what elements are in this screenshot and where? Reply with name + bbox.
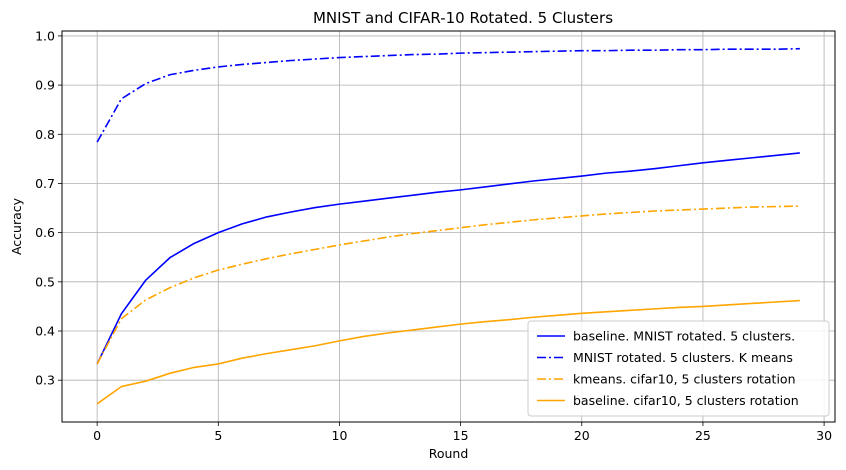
y-tick-label: 0.7 <box>35 176 55 191</box>
y-tick-label: 0.9 <box>35 78 55 93</box>
series-line-2 <box>96 47 800 143</box>
x-tick-label: 25 <box>695 428 711 443</box>
y-tick-label: 1.0 <box>35 28 55 43</box>
grid-layer <box>62 31 835 422</box>
plot-frame <box>61 30 836 423</box>
series-line-1 <box>96 152 800 365</box>
x-tick-label: 15 <box>453 428 469 443</box>
chart-title: MNIST and CIFAR-10 Rotated. 5 Clusters <box>313 9 613 27</box>
y-tick-label: 0.3 <box>35 373 55 388</box>
legend-label-1: baseline. MNIST rotated. 5 clusters. <box>573 329 795 344</box>
legend: baseline. MNIST rotated. 5 clusters. MNIS… <box>527 320 830 417</box>
x-tick-label: 20 <box>574 428 590 443</box>
legend-box <box>527 320 830 417</box>
x-tick-label: 0 <box>93 428 101 443</box>
x-tick-label: 30 <box>816 428 832 443</box>
series-lines <box>96 47 800 405</box>
series-line-4 <box>96 299 800 405</box>
y-tick-label: 0.4 <box>35 324 55 339</box>
series-line-3 <box>96 205 800 365</box>
x-axis-title: Round <box>429 446 469 461</box>
y-axis-title: Accuracy <box>9 197 24 255</box>
x-tick-label: 10 <box>332 428 348 443</box>
x-tick-label: 5 <box>214 428 222 443</box>
y-tick-label: 0.5 <box>35 274 55 289</box>
y-tick-label: 0.6 <box>35 225 55 240</box>
axis-ticks: 0 5 10 15 20 25 30 0.3 0.4 0.5 0.6 0.7 0.8 0.9 1.0 <box>35 28 832 443</box>
legend-label-3: kmeans. cifar10, 5 clusters rotation <box>573 372 796 387</box>
y-tick-label: 0.8 <box>35 127 55 142</box>
legend-label-4: baseline. cifar10, 5 clusters rotation <box>573 393 799 408</box>
legend-label-2: MNIST rotated. 5 clusters. K means <box>573 350 793 365</box>
